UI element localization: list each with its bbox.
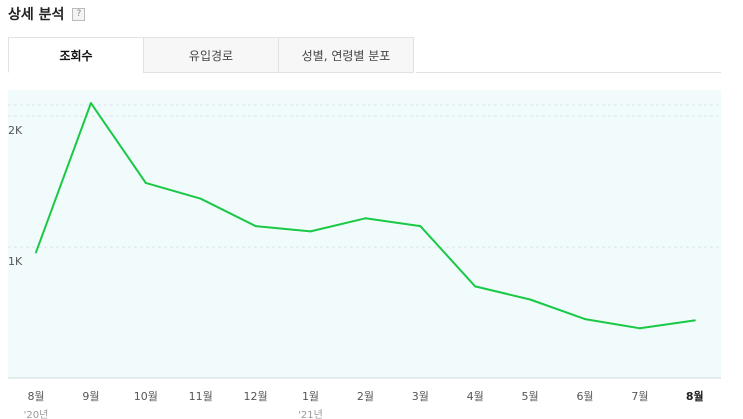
data-point [254,225,257,228]
plot-area [8,90,721,378]
y-tick-label: 1K [8,255,23,268]
x-tick-label: 11월 [189,390,213,403]
data-point [693,319,696,322]
data-point [89,102,92,105]
tab-gender-age[interactable]: 성별, 연령별 분포 [278,37,414,73]
data-point [474,285,477,288]
tab-divider [416,72,721,73]
data-point [199,197,202,200]
tab-traffic-source[interactable]: 유입경로 [143,37,279,73]
data-point [419,225,422,228]
x-tick-label: 3월 [412,390,429,403]
data-point [309,230,312,233]
data-point [364,217,367,220]
section-header: 상세 분석 ? [8,4,86,24]
data-point [584,318,586,321]
data-point [35,251,37,254]
x-tick-label: 4월 [467,390,484,403]
x-tick-label: 12월 [244,390,268,403]
y-tick-label: 2K [8,124,23,137]
x-tick-label: 10월 [134,390,158,403]
tab-views[interactable]: 조회수 [8,37,144,73]
section-title: 상세 분석 [8,7,65,23]
data-point [144,181,147,184]
x-tick-label: 5월 [522,390,539,403]
x-tick-label: 8월 [686,389,704,403]
data-point [529,298,532,301]
x-tick-label: 7월 [631,390,648,403]
analysis-tabs: 조회수 유입경로 성별, 연령별 분포 [8,37,414,73]
x-tick-label: 6월 [576,390,593,403]
x-tick-label: 9월 [82,390,99,403]
x-tick-label: 1월 [302,390,319,403]
year-label: '21년 [298,409,323,419]
help-icon[interactable]: ? [72,7,86,21]
x-tick-label: 2월 [357,390,374,403]
x-tick-label: 8월 [27,390,44,403]
data-point [638,327,641,330]
year-label: '20년 [24,409,49,419]
